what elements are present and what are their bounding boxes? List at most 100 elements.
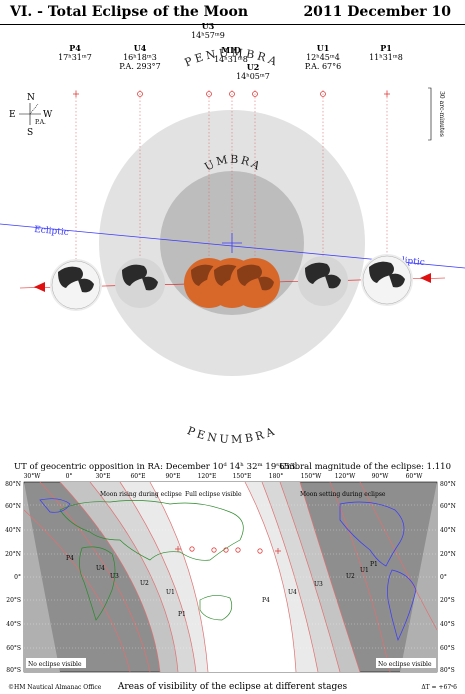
svg-text:P1: P1 — [178, 611, 186, 618]
compass-north: N — [27, 93, 35, 103]
svg-text:0°: 0° — [14, 574, 21, 581]
phase-label-u4: U4 16ʰ18ᵐ3 P.A. 293°7 — [105, 43, 175, 72]
svg-text:80°S: 80°S — [440, 667, 455, 674]
phase-label-u2: U2 14ʰ05ᵐ7 — [218, 62, 288, 82]
eclipse-date: 2011 December 10 — [303, 4, 451, 20]
svg-text:U1: U1 — [360, 567, 369, 574]
phase-label-u1: U1 12ʰ45ᵐ4 P.A. 67°6 — [288, 43, 358, 72]
svg-text:120°W: 120°W — [335, 473, 356, 480]
opposition-time: UT of geocentric opposition in RA: Decem… — [14, 462, 296, 472]
latitude-labels-right: 80°N 60°N 40°N 20°N 0° 20°S 40°S 60°S 80… — [440, 481, 456, 674]
svg-text:180°: 180° — [269, 473, 283, 480]
svg-text:20°N: 20°N — [440, 551, 456, 558]
svg-text:P1: P1 — [370, 561, 378, 568]
svg-text:90°E: 90°E — [165, 473, 180, 480]
umbral-magnitude: Umbral magnitude of the eclipse: 1.110 — [279, 462, 451, 472]
moon-u4 — [115, 258, 165, 308]
svg-text:20°N: 20°N — [5, 551, 21, 558]
svg-text:0°: 0° — [66, 473, 73, 480]
svg-text:60°N: 60°N — [5, 503, 21, 510]
moon-setting-note: Moon setting during eclipse — [300, 491, 386, 498]
svg-text:U4: U4 — [96, 565, 105, 572]
phase-time: 17ʰ31ᵐ7 — [58, 53, 92, 62]
svg-text:40°N: 40°N — [440, 527, 456, 534]
phase-time: 14ʰ31ᵐ8 — [214, 55, 248, 64]
compass-east: E — [9, 110, 16, 120]
moon-u1 — [298, 256, 348, 306]
map-caption: Areas of visibility of the eclipse at di… — [117, 682, 348, 692]
compass-south: S — [27, 128, 33, 138]
svg-text:60°E: 60°E — [130, 473, 145, 480]
phase-time: 11ʰ31ᵐ8 — [369, 53, 403, 62]
phase-time: 14ʰ57ᵐ9 — [191, 31, 225, 40]
svg-text:P4: P4 — [66, 555, 74, 562]
eclipse-diagram: PENUMBRA PENUMBRA UMBRA 30 arc-minutes N… — [0, 46, 465, 446]
phase-label-p4: P4 17ʰ31ᵐ7 — [40, 43, 110, 63]
svg-text:U3: U3 — [314, 581, 323, 588]
diagram-title: VI. - Total Eclipse of the Moon — [10, 4, 249, 20]
svg-text:150°W: 150°W — [301, 473, 322, 480]
phase-time: 16ʰ18ᵐ3 — [123, 53, 157, 62]
svg-text:40°N: 40°N — [5, 527, 21, 534]
moon-rising-note: Moon rising during eclipse — [100, 491, 182, 498]
latitude-labels-left: 80°N 60°N 40°N 20°N 0° 20°S 40°S 60°S 80… — [5, 481, 21, 674]
zone-labels: P4 U4 U3 U2 U1 P1 P1 U1 U2 U3 U4 P4 — [66, 555, 378, 618]
phase-label-mid: MID 14ʰ31ᵐ8 — [196, 46, 266, 65]
svg-text:150°E: 150°E — [233, 473, 252, 480]
penumbra-label-top: PENUMBRA — [183, 46, 282, 69]
svg-text:30°W: 30°W — [24, 473, 42, 480]
phase-label-u3: U3 14ʰ57ᵐ9 — [173, 22, 243, 41]
no-eclipse-left: No eclipse visible — [28, 661, 82, 668]
phase-pa: P.A. 67°6 — [304, 62, 342, 71]
phase-guide-lines — [75, 90, 388, 270]
penumbra-label-bottom: PENUMBRA — [185, 424, 279, 446]
copyright: ©HM Nautical Almanac Office — [8, 684, 102, 691]
svg-text:20°S: 20°S — [6, 597, 21, 604]
phase-time: 14ʰ05ᵐ7 — [236, 72, 270, 81]
path-arrow-right — [420, 273, 431, 283]
title-rule — [0, 24, 465, 25]
svg-text:120°E: 120°E — [198, 473, 217, 480]
moon-p4 — [50, 259, 102, 311]
moon-p1 — [361, 254, 413, 306]
scale-bar — [428, 87, 432, 141]
svg-text:40°S: 40°S — [440, 621, 455, 628]
compass — [19, 103, 41, 125]
continents — [59, 500, 244, 621]
phase-time: 12ʰ45ᵐ4 — [306, 53, 340, 62]
svg-text:U4: U4 — [288, 589, 297, 596]
sublunar-markers — [175, 546, 281, 554]
svg-text:60°N: 60°N — [440, 503, 456, 510]
svg-text:U2: U2 — [140, 580, 149, 587]
svg-text:U2: U2 — [346, 573, 355, 580]
zone-boundaries — [23, 481, 438, 673]
ecliptic-label-left: Ecliptic — [34, 225, 69, 238]
svg-text:U1: U1 — [166, 589, 175, 596]
compass-west: W — [43, 110, 53, 120]
full-visible-note: Full eclipse visible — [185, 491, 242, 498]
scale-label: 30 arc-minutes — [438, 91, 445, 137]
phase-name: P1 — [380, 43, 392, 53]
no-eclipse-right: No eclipse visible — [378, 661, 432, 668]
longitude-labels: 30°W 0° 30°E 60°E 90°E 120°E 150°E 180° … — [24, 473, 424, 480]
phase-name: U4 — [133, 43, 147, 53]
delta-t: ΔT = +67ˢ6 — [421, 684, 457, 691]
svg-text:80°S: 80°S — [6, 667, 21, 674]
svg-text:20°S: 20°S — [440, 597, 455, 604]
phase-name: P4 — [69, 43, 81, 53]
svg-text:30°E: 30°E — [95, 473, 110, 480]
svg-text:40°S: 40°S — [6, 621, 21, 628]
svg-text:60°S: 60°S — [440, 645, 455, 652]
svg-text:U3: U3 — [110, 573, 119, 580]
phase-label-p1: P1 11ʰ31ᵐ8 — [351, 43, 421, 63]
svg-text:90°W: 90°W — [372, 473, 390, 480]
compass-pa: P.A. — [35, 119, 46, 126]
svg-text:60°W: 60°W — [406, 473, 424, 480]
phase-pa: P.A. 293°7 — [119, 62, 161, 71]
svg-text:80°N: 80°N — [5, 481, 21, 488]
svg-text:80°N: 80°N — [440, 481, 456, 488]
phase-name: U1 — [316, 43, 330, 53]
phase-name: U2 — [246, 62, 260, 72]
visibility-map: Moon rising during eclipse Full eclipse … — [5, 473, 456, 674]
svg-text:0°: 0° — [440, 574, 447, 581]
